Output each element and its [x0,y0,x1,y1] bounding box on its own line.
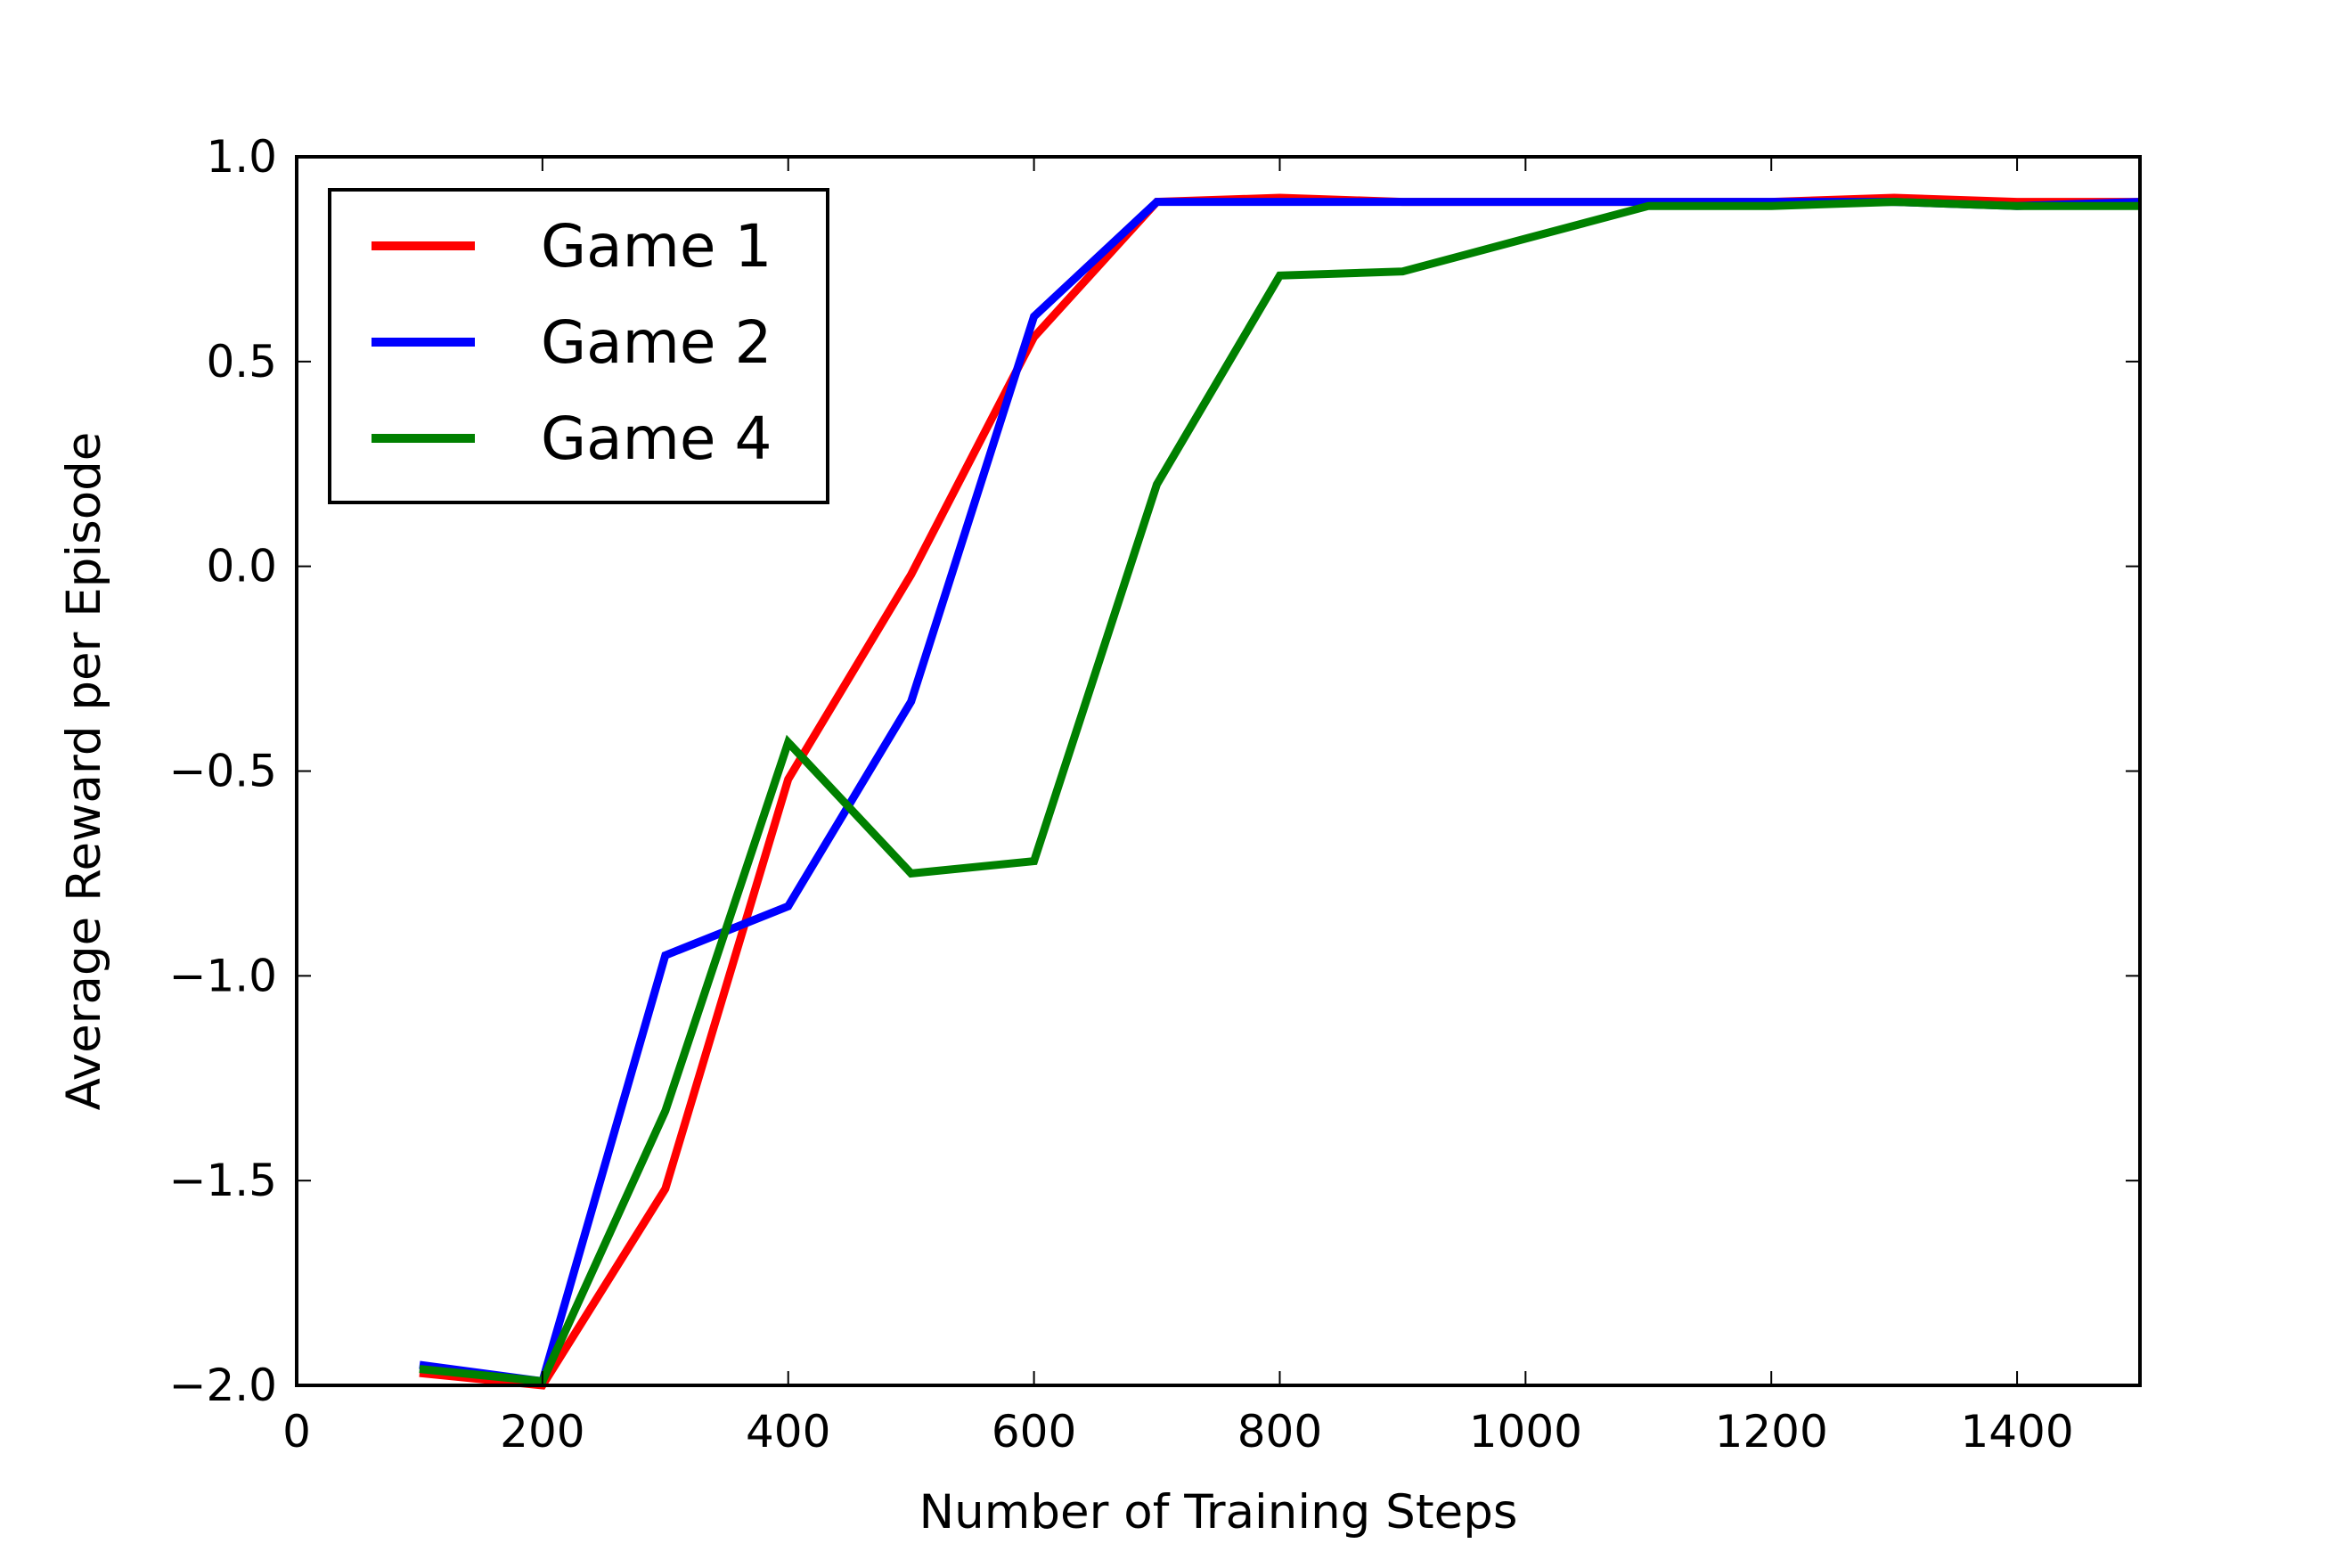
legend-label-2: Game 2 [541,308,772,377]
x-tick-label: 800 [1237,1406,1322,1458]
x-tick-label: 1400 [1960,1406,2073,1458]
y-tick-label: 1.0 [206,131,277,183]
legend: Game 1 Game 2 Game 4 [328,188,829,504]
legend-label-3: Game 4 [541,404,772,473]
y-tick-label: −1.0 [169,950,277,1001]
y-tick-label: −2.0 [169,1360,277,1411]
x-tick-label: 600 [992,1406,1076,1458]
ticks-layer: 0 200 400 600 800 1000 1200 1400 −2.0 −1.5 −1.0 −0.… [169,131,2140,1458]
y-axis-label: Average Reward per Episode [57,432,111,1111]
x-tick-label: 400 [746,1406,830,1458]
series-layer [419,193,2141,1390]
legend-label-1: Game 1 [541,212,772,281]
y-tick-label: −0.5 [169,746,277,797]
series-line-3 [419,198,2140,1386]
x-tick-label: 1000 [1469,1406,1582,1458]
x-tick-label: 1200 [1715,1406,1828,1458]
y-tick-label: 0.5 [206,336,277,388]
y-tick-label: −1.5 [169,1155,277,1206]
x-tick-label: 200 [500,1406,584,1458]
x-axis-label: Number of Training Steps [919,1485,1518,1539]
y-tick-label: 0.0 [206,541,277,592]
x-tick-label: 0 [282,1406,311,1458]
